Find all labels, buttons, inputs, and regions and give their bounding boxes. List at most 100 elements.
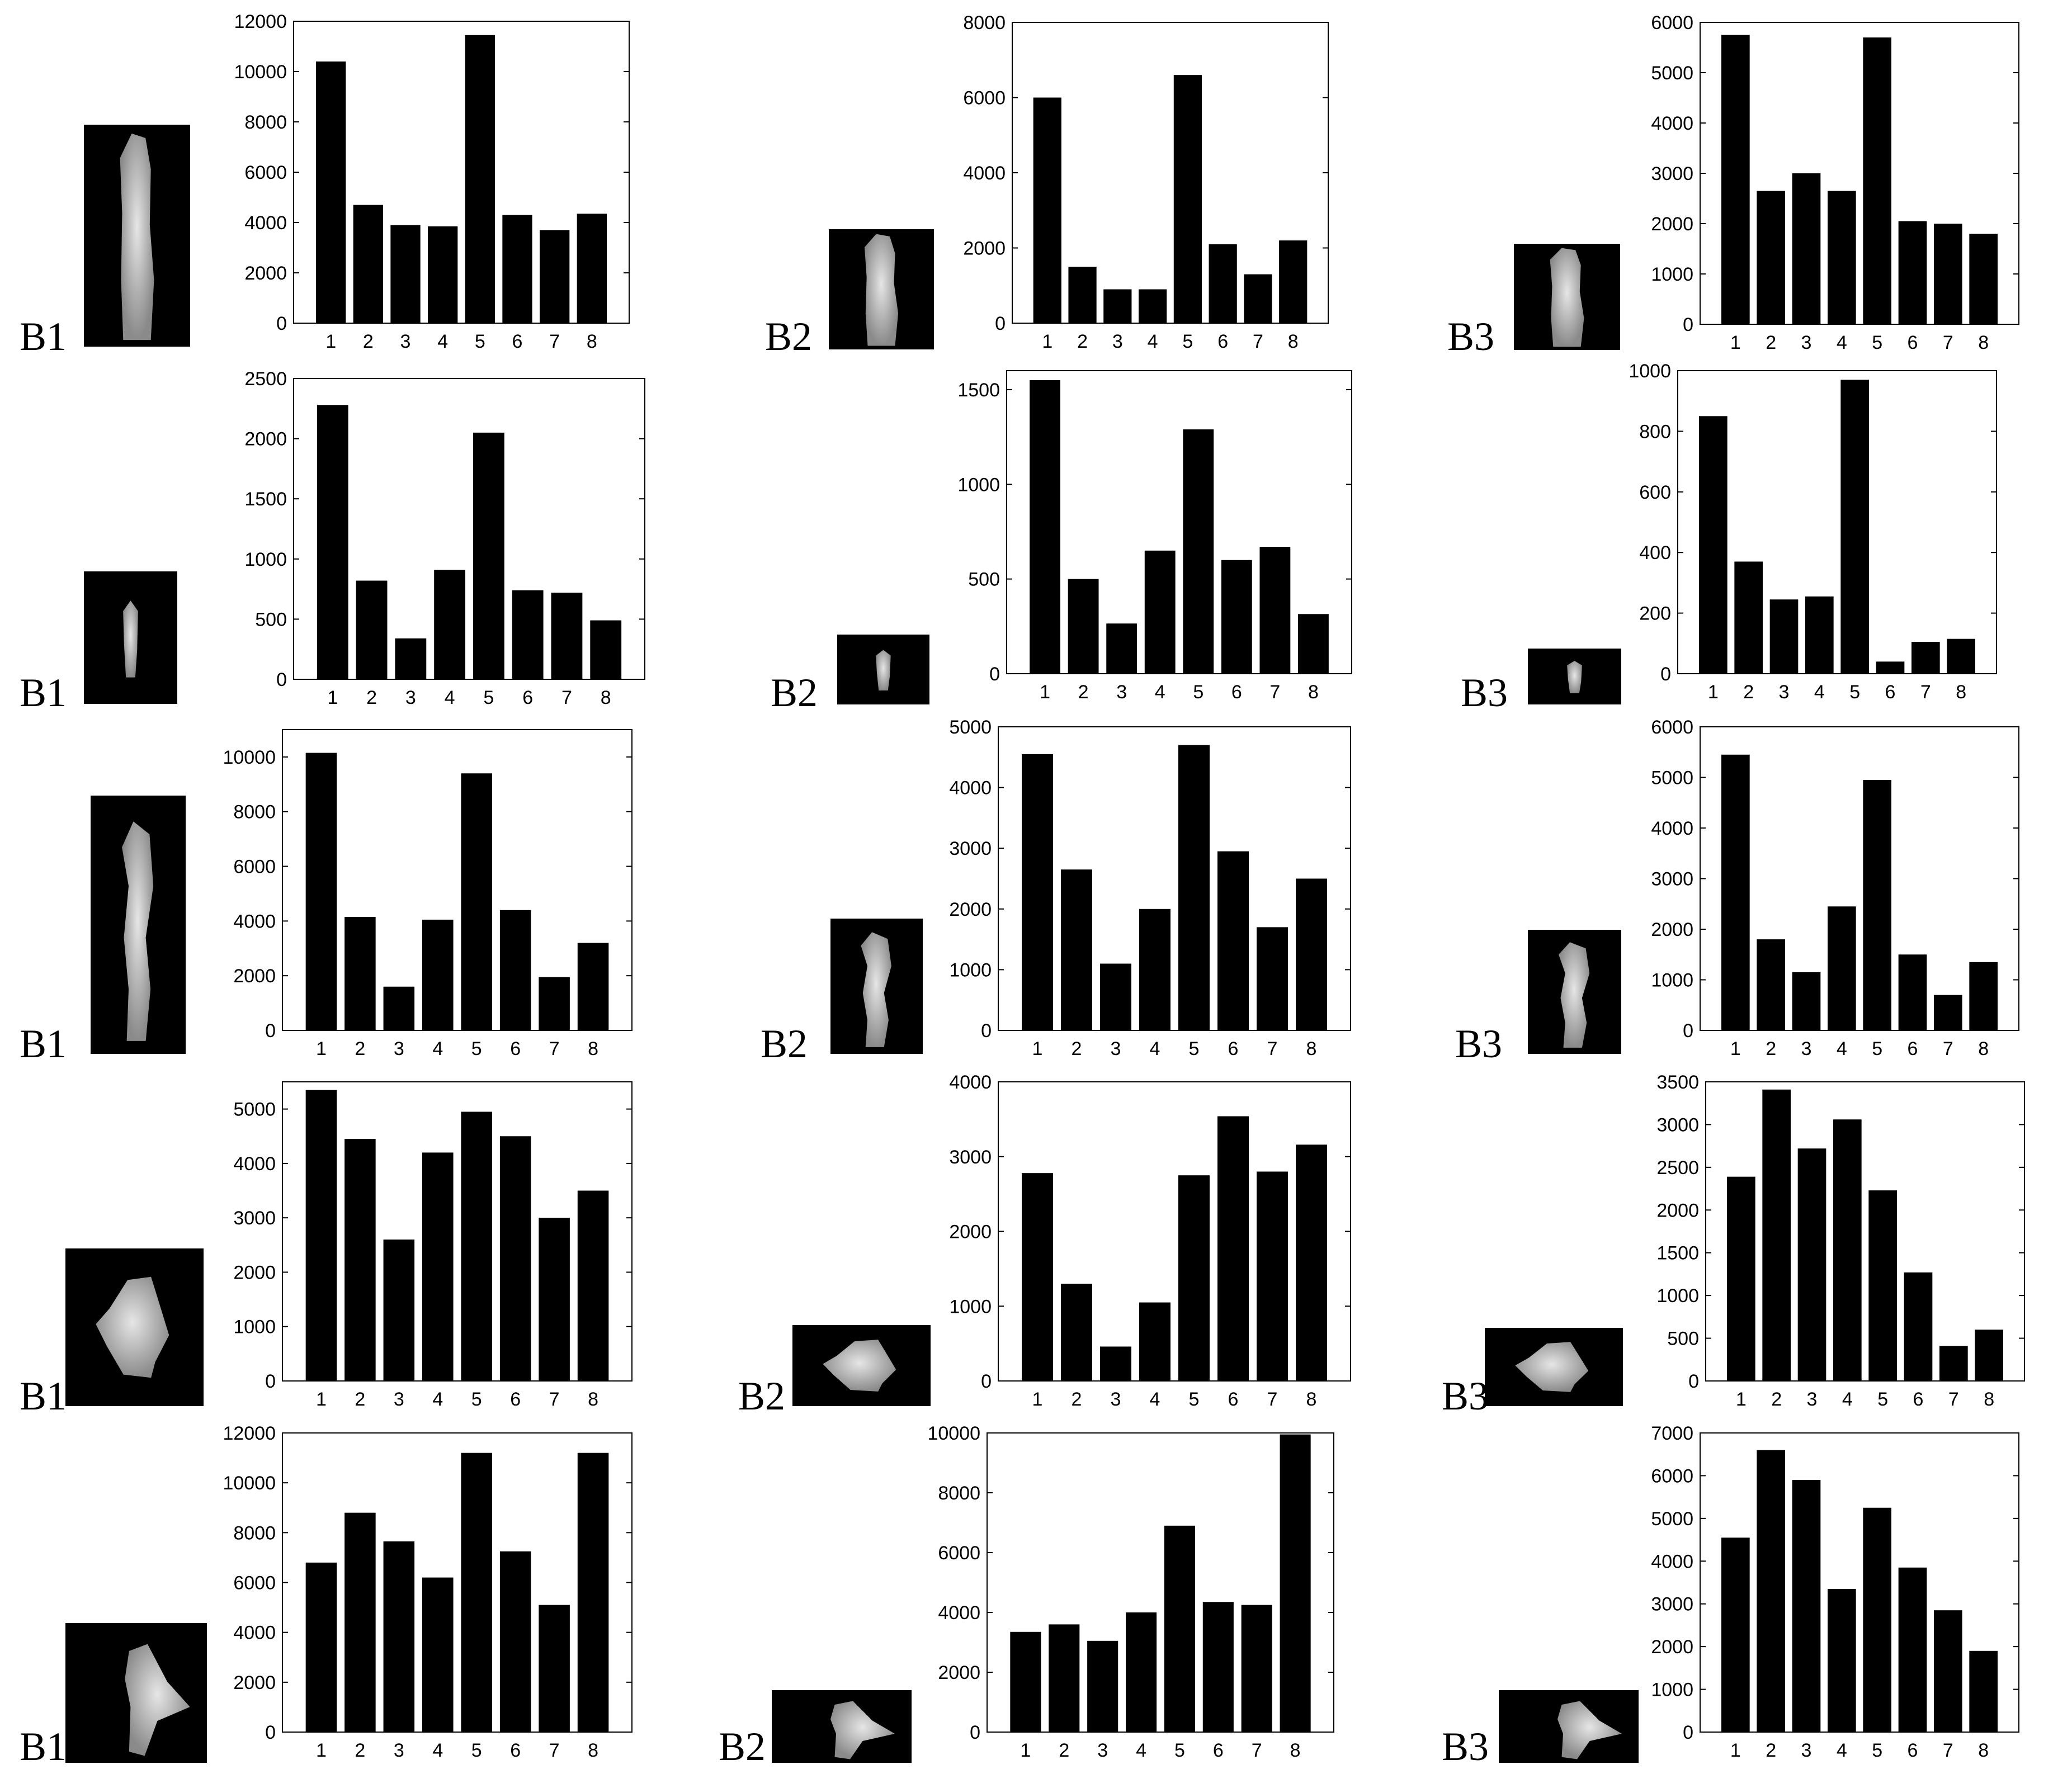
x-tick-label: 6 bbox=[1908, 1038, 1918, 1059]
object-thumbnail bbox=[1514, 244, 1620, 350]
bar-chart: 0 500 1000 1500 2000 2500 1 2 3 4 5 6 7 8 bbox=[244, 368, 645, 708]
x-tick-label: 5 bbox=[1189, 1389, 1200, 1410]
bar bbox=[1699, 416, 1728, 674]
bar bbox=[1010, 1631, 1041, 1732]
y-tick-label: 0 bbox=[981, 1371, 992, 1392]
bar bbox=[1934, 1610, 1962, 1732]
y-tick-label: 0 bbox=[265, 1020, 276, 1042]
bar-chart: 0 1000 2000 3000 4000 5000 6000 1 2 3 4 5 6 7 8 bbox=[1651, 12, 2019, 353]
y-tick-label: 3000 bbox=[233, 1208, 276, 1229]
y-tick-label: 4000 bbox=[1651, 113, 1693, 134]
bar bbox=[1202, 1602, 1234, 1732]
bar-chart: 0 2000 4000 6000 8000 1 2 3 4 5 6 7 8 bbox=[963, 12, 1329, 352]
y-tick-label: 7000 bbox=[1651, 1423, 1693, 1444]
bar bbox=[1061, 869, 1092, 1030]
object-thumbnail bbox=[84, 125, 190, 347]
x-tick-label: 2 bbox=[1072, 1038, 1082, 1059]
object-shape bbox=[830, 1701, 895, 1759]
x-tick-label: 6 bbox=[512, 331, 523, 352]
panel-label: B3 bbox=[1461, 670, 1508, 715]
x-tick-label: 1 bbox=[1032, 1038, 1043, 1059]
object-thumbnail bbox=[837, 635, 929, 704]
bar bbox=[1068, 267, 1097, 323]
x-tick-label: 1 bbox=[1730, 1038, 1741, 1059]
bar bbox=[1296, 878, 1327, 1030]
x-tick-label: 6 bbox=[1217, 331, 1228, 352]
x-tick-label: 7 bbox=[549, 1740, 560, 1761]
y-tick-label: 4000 bbox=[963, 163, 1006, 184]
bar bbox=[1144, 550, 1176, 674]
x-tick-label: 2 bbox=[1743, 682, 1754, 703]
bar bbox=[317, 405, 348, 679]
bar-chart: 0 1000 2000 3000 4000 1 2 3 4 5 6 7 8 bbox=[949, 1072, 1351, 1410]
x-tick-label: 5 bbox=[475, 331, 485, 352]
bar-chart: 0 2000 4000 6000 8000 10000 12000 1 2 3 4 5 6 7 8 bbox=[223, 1423, 633, 1761]
bar-chart: 0 2000 4000 6000 8000 10000 12000 1 2 3 4 5 6 7 8 bbox=[234, 11, 630, 352]
bar bbox=[499, 1551, 531, 1732]
y-tick-label: 0 bbox=[276, 669, 287, 690]
bar bbox=[1898, 954, 1927, 1030]
bar bbox=[1033, 97, 1061, 323]
y-tick-label: 2500 bbox=[1656, 1157, 1699, 1179]
plot-frame bbox=[282, 729, 633, 1031]
panel-label: B1 bbox=[20, 1724, 67, 1769]
x-tick-label: 1 bbox=[316, 1038, 327, 1059]
bar bbox=[1280, 1434, 1311, 1732]
y-tick-label: 2000 bbox=[963, 238, 1006, 259]
x-tick-label: 1 bbox=[1032, 1389, 1043, 1410]
bar bbox=[1178, 745, 1210, 1030]
bar bbox=[434, 570, 466, 679]
y-tick-label: 4000 bbox=[949, 778, 992, 799]
y-tick-label: 3000 bbox=[1651, 869, 1693, 890]
bar bbox=[461, 1453, 492, 1732]
x-tick-label: 5 bbox=[471, 1389, 482, 1410]
bar bbox=[1734, 561, 1763, 674]
bar bbox=[1840, 380, 1869, 674]
object-shape bbox=[876, 650, 891, 690]
bar bbox=[305, 753, 337, 1030]
bar bbox=[1969, 234, 1998, 324]
x-tick-label: 6 bbox=[510, 1389, 521, 1410]
y-tick-label: 4000 bbox=[233, 911, 276, 932]
bar bbox=[383, 986, 415, 1030]
y-tick-label: 5000 bbox=[949, 717, 992, 738]
y-tick-label: 500 bbox=[968, 569, 1000, 590]
y-tick-label: 6000 bbox=[233, 857, 276, 878]
x-tick-label: 1 bbox=[316, 1389, 327, 1410]
bar-chart: 0 2000 4000 6000 8000 10000 1 2 3 4 5 6 7 8 bbox=[223, 729, 633, 1059]
bar bbox=[1279, 240, 1308, 323]
y-tick-label: 4000 bbox=[938, 1602, 980, 1624]
bar bbox=[422, 919, 454, 1030]
x-tick-label: 5 bbox=[1877, 1389, 1888, 1410]
bar-chart: 0 1000 2000 3000 4000 5000 1 2 3 4 5 6 7 8 bbox=[949, 717, 1351, 1059]
x-tick-label: 7 bbox=[549, 331, 560, 352]
object-shape bbox=[125, 1644, 190, 1756]
bar bbox=[1217, 851, 1249, 1030]
x-tick-label: 1 bbox=[1020, 1740, 1031, 1761]
bar bbox=[577, 1453, 609, 1732]
y-tick-label: 3000 bbox=[1651, 163, 1693, 185]
bar bbox=[551, 593, 583, 679]
bar bbox=[1969, 1650, 1998, 1732]
x-tick-label: 3 bbox=[1116, 682, 1127, 703]
bar bbox=[1721, 35, 1750, 324]
bar bbox=[1792, 173, 1821, 324]
object-shape bbox=[122, 821, 154, 1041]
x-tick-label: 7 bbox=[1948, 1389, 1959, 1410]
x-tick-label: 7 bbox=[1943, 1038, 1953, 1059]
x-tick-label: 6 bbox=[510, 1038, 521, 1059]
bar bbox=[1898, 1567, 1927, 1732]
y-tick-label: 0 bbox=[1683, 1020, 1693, 1042]
bar bbox=[577, 943, 609, 1030]
y-tick-label: 5000 bbox=[1651, 1508, 1693, 1530]
x-tick-label: 3 bbox=[1801, 1740, 1812, 1761]
bar bbox=[1022, 754, 1053, 1030]
y-tick-label: 8000 bbox=[244, 112, 287, 133]
x-tick-label: 8 bbox=[1978, 1038, 1989, 1059]
bar-chart: 0 1000 2000 3000 4000 5000 6000 1 2 3 4 5 6 7 8 bbox=[1651, 717, 2019, 1059]
y-tick-label: 2000 bbox=[233, 1672, 276, 1693]
x-tick-label: 4 bbox=[1148, 331, 1158, 352]
object-shape bbox=[1559, 942, 1590, 1048]
y-tick-label: 2000 bbox=[1651, 919, 1693, 940]
bar bbox=[1164, 1525, 1195, 1732]
